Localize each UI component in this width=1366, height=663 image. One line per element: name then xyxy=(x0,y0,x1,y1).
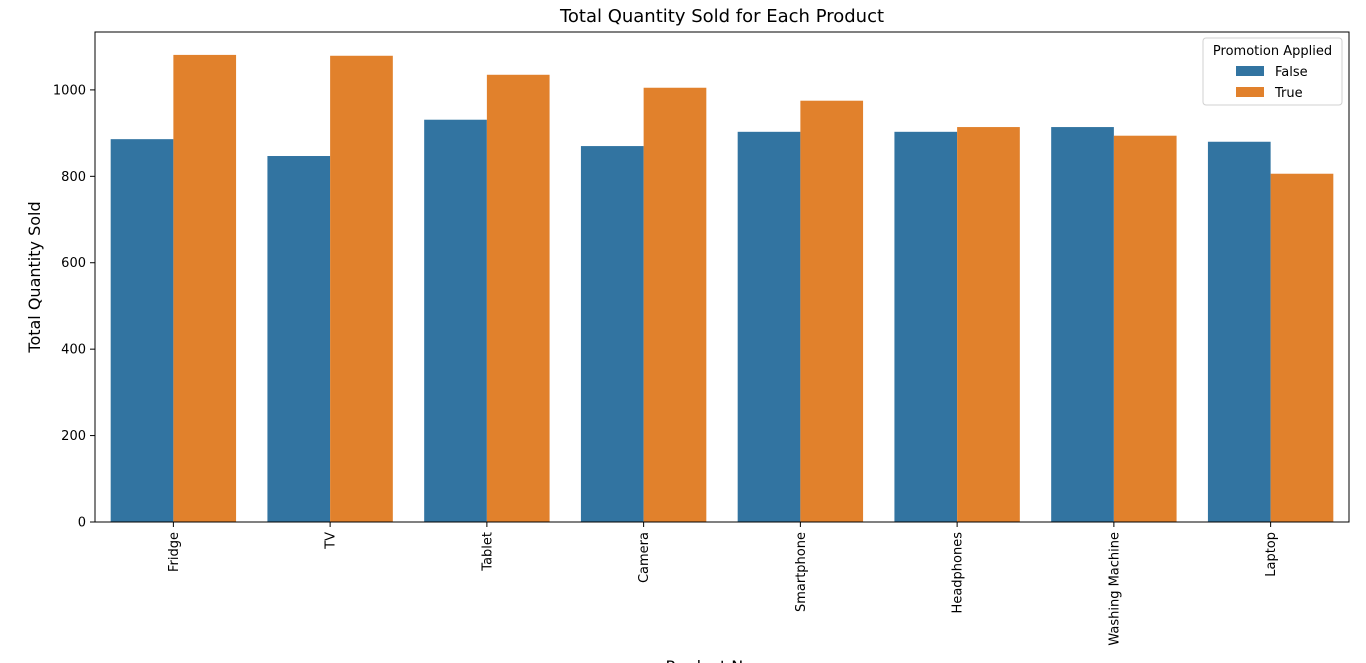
y-tick-label: 400 xyxy=(61,343,86,358)
y-tick-label: 800 xyxy=(61,170,86,185)
bar xyxy=(737,131,801,522)
legend-swatch xyxy=(1236,66,1264,76)
bar xyxy=(486,74,550,523)
bar xyxy=(1207,141,1271,522)
bar xyxy=(330,55,393,522)
bar xyxy=(424,119,487,522)
x-tick-label: Fridge xyxy=(167,532,182,572)
bar xyxy=(800,100,864,522)
chart-title: Total Quantity Sold for Each Product xyxy=(559,6,884,27)
legend-swatch xyxy=(1236,87,1264,97)
bar xyxy=(1270,173,1334,522)
y-tick-label: 200 xyxy=(61,429,86,444)
x-tick-label: Tablet xyxy=(480,532,495,572)
bar xyxy=(894,131,958,522)
y-tick-label: 0 xyxy=(78,516,86,531)
legend-label: True xyxy=(1274,86,1303,101)
bar xyxy=(580,146,644,522)
bar xyxy=(267,156,331,523)
x-axis-title: Product Name xyxy=(665,657,778,663)
bar xyxy=(1051,127,1114,522)
y-axis-title: Total Quantity Sold xyxy=(25,201,44,353)
bar xyxy=(957,127,1020,522)
legend-title: Promotion Applied xyxy=(1213,44,1332,59)
x-tick-label: Washing Machine xyxy=(1107,532,1122,646)
y-tick-label: 600 xyxy=(61,256,86,271)
x-tick-label: Laptop xyxy=(1264,532,1279,577)
bar xyxy=(1113,135,1177,522)
x-tick-label: TV xyxy=(324,532,339,550)
x-tick-label: Camera xyxy=(637,532,652,583)
plot-frame xyxy=(94,31,1350,523)
bar xyxy=(110,139,174,522)
y-tick-label: 1000 xyxy=(53,83,86,98)
bar xyxy=(173,54,237,522)
legend-label: False xyxy=(1275,65,1308,80)
bar xyxy=(643,87,707,523)
x-tick-label: Smartphone xyxy=(794,532,809,612)
x-tick-label: Headphones xyxy=(951,532,966,614)
